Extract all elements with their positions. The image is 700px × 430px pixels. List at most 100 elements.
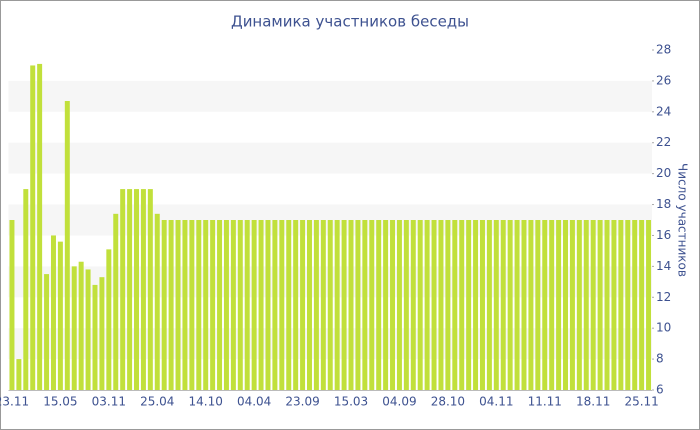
x-tick-label: 04.11 [479, 395, 513, 409]
x-tick-label: 18.11 [576, 395, 610, 409]
bar [85, 269, 91, 390]
bar [625, 220, 631, 390]
bar [556, 220, 562, 390]
x-tick-label: 25.11 [624, 395, 658, 409]
x-tick-label: 14.10 [189, 395, 223, 409]
bar [459, 220, 465, 390]
bar [16, 359, 22, 390]
chart-title: Динамика участников беседы [231, 13, 469, 31]
bar [189, 220, 195, 390]
y-tick-label: 26 [656, 73, 671, 87]
bar [445, 220, 451, 390]
y-tick-label: 28 [656, 43, 671, 57]
bar [327, 220, 333, 390]
y-tick-label: 24 [656, 104, 671, 118]
x-tick-label: 03.11 [92, 395, 126, 409]
bar [646, 220, 652, 390]
bar [535, 220, 541, 390]
bar [362, 220, 368, 390]
x-tick-label: 23.09 [285, 395, 319, 409]
x-tick-label: 15.05 [43, 395, 77, 409]
bar [30, 65, 36, 391]
bar [99, 277, 105, 390]
bar [50, 235, 56, 390]
bar [175, 220, 181, 390]
bar [251, 220, 257, 390]
bar [369, 220, 375, 390]
bar [355, 220, 361, 390]
bar [223, 220, 229, 390]
bar [341, 220, 347, 390]
bar [528, 220, 534, 390]
bar [500, 220, 506, 390]
bar [265, 220, 271, 390]
bar [618, 220, 624, 390]
bar [396, 220, 402, 390]
bar [244, 220, 250, 390]
bar [431, 220, 437, 390]
y-tick-label: 14 [656, 259, 671, 273]
bar [383, 220, 389, 390]
y-tick-label: 18 [656, 197, 671, 211]
bar [293, 220, 299, 390]
bar [307, 220, 312, 390]
bar [120, 189, 126, 390]
bar [563, 220, 568, 390]
y-tick-label: 16 [656, 228, 671, 242]
x-tick-label: 15.03 [334, 395, 368, 409]
bar [611, 220, 617, 390]
bar [9, 220, 15, 390]
x-tick-label: 04.09 [382, 395, 416, 409]
bar [168, 220, 174, 390]
bar [78, 261, 84, 390]
bar [106, 249, 112, 390]
bar [507, 220, 513, 390]
grid-band [8, 142, 652, 174]
bar [237, 220, 243, 390]
bar [147, 189, 153, 390]
bar [182, 220, 188, 390]
bar [37, 63, 43, 391]
bar [597, 220, 603, 390]
grid-band [8, 80, 652, 112]
bar [542, 220, 548, 390]
x-tick-label: 04.04 [237, 395, 271, 409]
bar [161, 220, 167, 390]
bar [549, 220, 555, 390]
bar [410, 220, 416, 390]
x-tick-label: 25.04 [140, 395, 174, 409]
bar [473, 220, 479, 390]
bar [576, 220, 582, 390]
bar [279, 220, 285, 390]
bar [632, 220, 638, 390]
y-tick-label: 22 [656, 135, 671, 149]
bar [286, 220, 292, 390]
bar [217, 220, 223, 390]
bar [486, 220, 492, 390]
bar [466, 220, 472, 390]
y-tick-label: 12 [656, 290, 671, 304]
bar [92, 284, 98, 390]
bar [196, 220, 202, 390]
y-tick-label: 10 [656, 321, 671, 335]
bar [313, 220, 319, 390]
y-tick-label: 8 [656, 352, 664, 366]
bar [583, 220, 589, 390]
y-axis-label: Число участников [676, 163, 690, 277]
bar [390, 220, 396, 390]
bar [203, 220, 209, 390]
bar [258, 220, 264, 390]
bar [300, 220, 306, 390]
bar [64, 101, 70, 390]
bar [348, 220, 354, 390]
bar [452, 220, 458, 390]
x-tick-label: 23.11 [0, 395, 29, 409]
y-tick-label: 6 [656, 383, 664, 397]
bar [134, 189, 139, 390]
bar [514, 220, 520, 390]
bar [127, 189, 133, 390]
x-tick-label: 11.11 [528, 395, 562, 409]
bar [569, 220, 575, 390]
bar [23, 189, 29, 390]
